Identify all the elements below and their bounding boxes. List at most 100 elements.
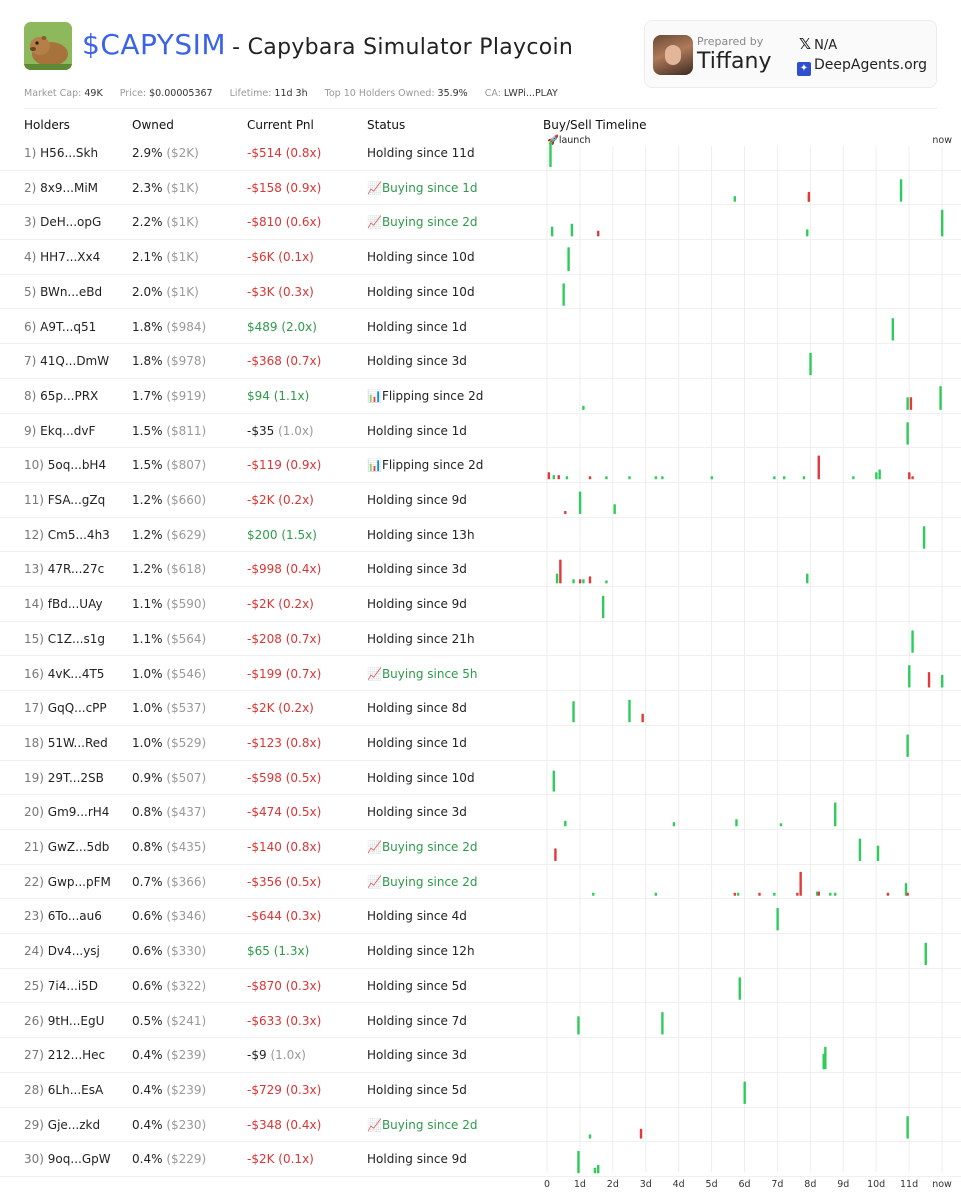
owned-cell: 1.1% ($590) (132, 597, 206, 611)
holder-cell: 1) H56...Skh (24, 146, 98, 160)
x-tick-label: 10d (867, 1179, 885, 1190)
holder-address[interactable]: FSA...gZq (47, 493, 106, 507)
table-row[interactable]: 3) DeH...opG 2.2% ($1K) -$810 (0.6x) 📈Buyin… (0, 205, 961, 241)
table-row[interactable]: 2) 8x9...MiM 2.3% ($1K) -$158 (0.9x) 📈Buyin… (0, 171, 961, 206)
table-row[interactable]: 30) 9oq...GpW 0.4% ($229) -$2K (0.1x) Holdi… (0, 1142, 961, 1177)
holder-address[interactable]: 7i4...i5D (47, 978, 99, 993)
holder-address[interactable]: fBd...UAy (47, 597, 103, 612)
holder-cell: 14) fBd...UAy (24, 597, 103, 611)
pnl-value: -$2K (247, 597, 275, 612)
status-text: 📈Buying since 2d (367, 840, 478, 854)
status-text: Holding since 9d (367, 493, 467, 507)
holder-address[interactable]: GqQ...cPP (47, 701, 107, 716)
holder-cell: 26) 9tH...EgU (24, 1014, 104, 1028)
status-text: Holding since 1d (367, 319, 467, 334)
pnl-value: -$35 (247, 423, 275, 438)
owned-percent: 1.8% (132, 354, 163, 369)
holder-address[interactable]: DeH...opG (40, 215, 102, 230)
holder-address[interactable]: 65p...PRX (40, 388, 99, 403)
table-row[interactable]: 22) Gwp...pFM 0.7% ($366) -$356 (0.5x) 📈Buy… (0, 865, 961, 900)
holder-address[interactable]: Gwp...pFM (47, 874, 111, 889)
x-logo-icon: 𝕏 (799, 35, 812, 53)
row-index: 14) (24, 597, 44, 612)
holder-address[interactable]: 51W...Red (47, 735, 108, 750)
holder-address[interactable]: H56...Skh (40, 146, 99, 160)
pnl-multiple: (0.2x) (278, 701, 314, 716)
holder-address[interactable]: 6Lh...EsA (47, 1082, 104, 1097)
owned-percent: 2.1% (132, 250, 163, 265)
holder-cell: 13) 47R...27c (24, 562, 104, 576)
x-handle-link[interactable]: 𝕏 N/A (799, 35, 837, 53)
holder-address[interactable]: Gje...zkd (47, 1117, 101, 1132)
table-row[interactable]: 25) 7i4...i5D 0.6% ($322) -$870 (0.3x) Hold… (0, 969, 961, 1004)
table-row[interactable]: 27) 212...Hec 0.4% ($239) -$9 (1.0x) Holdin… (0, 1038, 961, 1073)
table-row[interactable]: 5) BWn...eBd 2.0% ($1K) -$3K (0.3x) Holding… (0, 275, 961, 310)
status-text: 📊Flipping since 2d (367, 388, 484, 403)
pnl-multiple: (0.1x) (278, 250, 314, 265)
owned-usd: ($919) (166, 388, 207, 403)
table-row[interactable]: 16) 4vK...4T5 1.0% ($546) -$199 (0.7x) 📈Buy… (0, 657, 961, 692)
holder-address[interactable]: Cm5...4h3 (47, 527, 110, 542)
holder-address[interactable]: 9oq...GpW (47, 1152, 111, 1167)
holder-address[interactable]: 6To...au6 (47, 909, 102, 924)
table-row[interactable]: 19) 29T...2SB 0.9% ($507) -$598 (0.5x) Hold… (0, 761, 961, 796)
table-row[interactable]: 7) 41Q...DmW 1.8% ($978) -$368 (0.7x) Holdi… (0, 344, 961, 379)
table-row[interactable]: 10) 5oq...bH4 1.5% ($807) -$119 (0.9x) 📊Fli… (0, 448, 961, 483)
holder-address[interactable]: 4vK...4T5 (47, 666, 105, 681)
table-row[interactable]: 1) H56...Skh 2.9% ($2K) -$514 (0.8x) Holdin… (0, 136, 961, 171)
owned-usd: ($1K) (166, 284, 199, 299)
table-row[interactable]: 9) Ekq...dvF 1.5% ($811) -$35 (1.0x) Holdin… (0, 414, 961, 449)
holder-address[interactable]: BWn...eBd (40, 284, 103, 299)
table-row[interactable]: 29) Gje...zkd 0.4% ($230) -$348 (0.4x) 📈Buy… (0, 1108, 961, 1143)
owned-cell: 0.6% ($346) (132, 909, 206, 923)
site-link[interactable]: ✦ DeepAgents.org (797, 57, 927, 76)
holder-cell: 11) FSA...gZq (24, 493, 105, 507)
table-row[interactable]: 13) 47R...27c 1.2% ($618) -$998 (0.4x) Hold… (0, 552, 961, 588)
pnl-cell: -$119 (0.9x) (247, 458, 321, 472)
table-row[interactable]: 26) 9tH...EgU 0.5% ($241) -$633 (0.3x) Hold… (0, 1004, 961, 1039)
pnl-value: $200 (247, 527, 278, 542)
table-row[interactable]: 14) fBd...UAy 1.1% ($590) -$2K (0.2x) Holdi… (0, 587, 961, 622)
pnl-cell: -$633 (0.3x) (247, 1014, 321, 1028)
status-text: Holding since 8d (367, 701, 467, 716)
ca-value[interactable]: LWPi...PLAY (503, 88, 558, 99)
owned-percent: 1.0% (132, 701, 163, 716)
table-row[interactable]: 28) 6Lh...EsA 0.4% ($239) -$729 (0.3x) Hold… (0, 1073, 961, 1108)
row-index: 27) (24, 1048, 44, 1063)
holder-address[interactable]: A9T...q51 (40, 319, 97, 334)
holder-address[interactable]: GwZ...5db (47, 840, 110, 854)
table-row[interactable]: 11) FSA...gZq 1.2% ($660) -$2K (0.2x) Holdi… (0, 483, 961, 518)
holder-address[interactable]: 5oq...bH4 (47, 458, 107, 473)
table-row[interactable]: 18) 51W...Red 1.0% ($529) -$123 (0.8x) Hold… (0, 726, 961, 761)
owned-usd: ($564) (166, 631, 207, 646)
market-cap-value: 49K (84, 88, 103, 99)
holder-address[interactable]: HH7...Xx4 (40, 250, 101, 265)
holder-address[interactable]: 41Q...DmW (40, 354, 110, 369)
pnl-cell: -$870 (0.3x) (247, 979, 321, 993)
table-row[interactable]: 8) 65p...PRX 1.7% ($919) $94 (1.1x) 📊Flippi… (0, 379, 961, 414)
table-row[interactable]: 4) HH7...Xx4 2.1% ($1K) -$6K (0.1x) Holding… (0, 240, 961, 275)
holder-address[interactable]: Ekq...dvF (40, 423, 96, 438)
table-row[interactable]: 6) A9T...q51 1.8% ($984) $489 (2.0x) Holdin… (0, 310, 961, 345)
table-row[interactable]: 24) Dv4...ysj 0.6% ($330) $65 (1.3x) Holdin… (0, 934, 961, 969)
holder-address[interactable]: 8x9...MiM (40, 180, 99, 195)
holder-address[interactable]: C1Z...s1g (47, 631, 105, 646)
market-cap-label: Market Cap: (24, 88, 82, 99)
table-row[interactable]: 20) Gm9...rH4 0.8% ($437) -$474 (0.5x) Hold… (0, 795, 961, 830)
table-row[interactable]: 21) GwZ...5db 0.8% ($435) -$140 (0.8x) 📈Buy… (0, 830, 961, 865)
holder-address[interactable]: 9tH...EgU (47, 1013, 105, 1028)
holder-address[interactable]: 29T...2SB (47, 770, 104, 785)
table-row[interactable]: 17) GqQ...cPP 1.0% ($537) -$2K (0.2x) Holdi… (0, 691, 961, 726)
holder-address[interactable]: 212...Hec (47, 1048, 106, 1063)
prepared-label: Prepared by (697, 35, 764, 48)
owned-percent: 2.2% (132, 215, 163, 230)
table-row[interactable]: 12) Cm5...4h3 1.2% ($629) $200 (1.5x) Holdi… (0, 518, 961, 553)
table-row[interactable]: 23) 6To...au6 0.6% ($346) -$644 (0.3x) Hold… (0, 899, 961, 935)
holder-address[interactable]: Gm9...rH4 (47, 805, 110, 820)
pnl-value: -$474 (247, 805, 282, 820)
holder-address[interactable]: Dv4...ysj (47, 944, 100, 959)
holder-cell: 20) Gm9...rH4 (24, 805, 109, 819)
table-row[interactable]: 15) C1Z...s1g 1.1% ($564) -$208 (0.7x) Hold… (0, 622, 961, 657)
status-text: Holding since 13h (367, 527, 475, 542)
holder-address[interactable]: 47R...27c (47, 562, 105, 577)
